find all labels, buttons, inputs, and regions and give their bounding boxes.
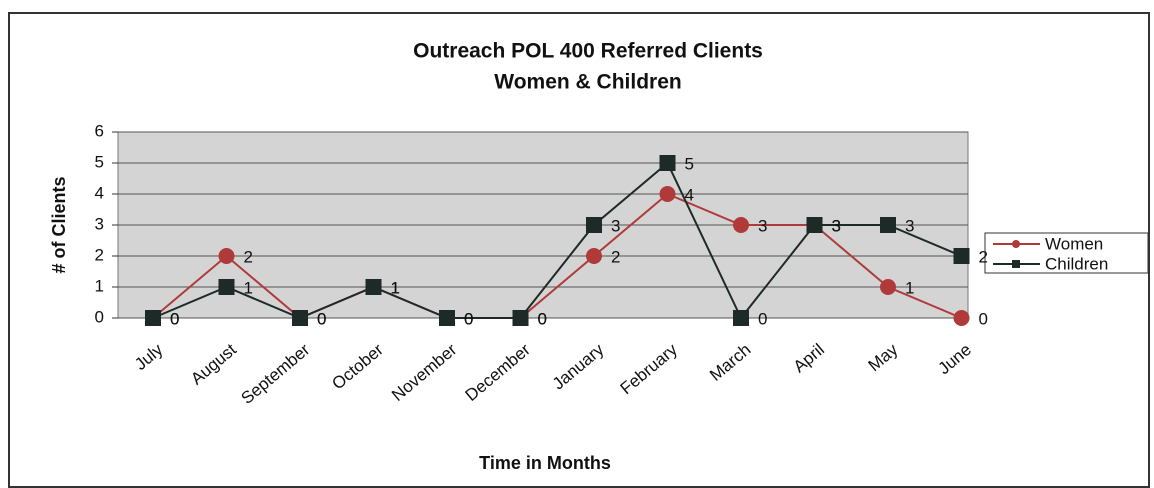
marker [218, 279, 235, 295]
data-label: 4 [685, 185, 694, 204]
marker [880, 279, 896, 295]
marker [953, 310, 970, 326]
legend-label: Children [1045, 254, 1108, 273]
y-tick-label: 3 [95, 214, 104, 233]
data-label: 0 [170, 309, 179, 328]
data-label: 3 [832, 216, 841, 235]
y-tick-label: 0 [95, 307, 104, 326]
data-label: 2 [244, 247, 253, 266]
data-label: 0 [317, 309, 326, 328]
data-label: 0 [170, 309, 179, 328]
data-label: 0 [538, 309, 547, 328]
y-axis-title: # of Clients [49, 176, 69, 273]
marker [586, 248, 602, 264]
data-label: 1 [244, 278, 253, 297]
chart-subtitle: Women & Children [494, 71, 681, 94]
marker [659, 155, 676, 171]
legend-marker [1012, 240, 1020, 248]
series-line [152, 192, 962, 320]
data-label: 5 [685, 154, 694, 173]
chart-title: Outreach POL 400 Referred Clients [413, 40, 763, 63]
data-label: 3 [905, 216, 914, 235]
series-line [152, 161, 962, 320]
marker [439, 310, 455, 326]
data-label: 2 [979, 247, 988, 266]
data-label: 0 [538, 309, 547, 328]
y-tick-label: 6 [95, 121, 104, 140]
marker [953, 248, 970, 264]
data-label: 1 [391, 278, 400, 297]
data-label: 2 [611, 247, 620, 266]
y-tick-label: 4 [95, 183, 104, 202]
data-label: 0 [464, 309, 473, 328]
data-label: 3 [832, 216, 841, 235]
y-tick-label: 1 [95, 276, 104, 295]
marker [733, 217, 749, 233]
y-tick-label: 2 [95, 245, 104, 264]
marker [145, 310, 161, 326]
data-label: 0 [758, 309, 767, 328]
marker [880, 217, 896, 233]
marker [806, 217, 823, 233]
legend-label: Women [1045, 234, 1103, 253]
marker [292, 310, 308, 326]
data-label: 0 [464, 309, 473, 328]
data-label: 1 [391, 278, 400, 297]
y-tick-label: 5 [95, 152, 104, 171]
data-label: 0 [317, 309, 326, 328]
marker [218, 248, 235, 264]
data-label: 3 [611, 216, 620, 235]
marker [365, 279, 382, 295]
data-label: 1 [905, 278, 914, 297]
marker [512, 310, 529, 326]
data-label: 0 [979, 309, 988, 328]
marker [659, 186, 676, 202]
marker [586, 217, 602, 233]
legend-marker [1012, 260, 1020, 268]
data-label: 3 [758, 216, 767, 235]
marker [733, 310, 749, 326]
x-axis-title: Time in Months [479, 453, 611, 473]
